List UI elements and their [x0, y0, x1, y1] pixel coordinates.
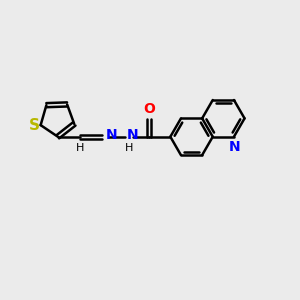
Text: H: H — [76, 143, 84, 153]
Text: N: N — [127, 128, 138, 142]
Text: O: O — [143, 102, 155, 116]
Text: S: S — [29, 118, 40, 133]
Text: N: N — [106, 128, 118, 142]
Text: H: H — [125, 143, 134, 153]
Text: N: N — [229, 140, 240, 154]
